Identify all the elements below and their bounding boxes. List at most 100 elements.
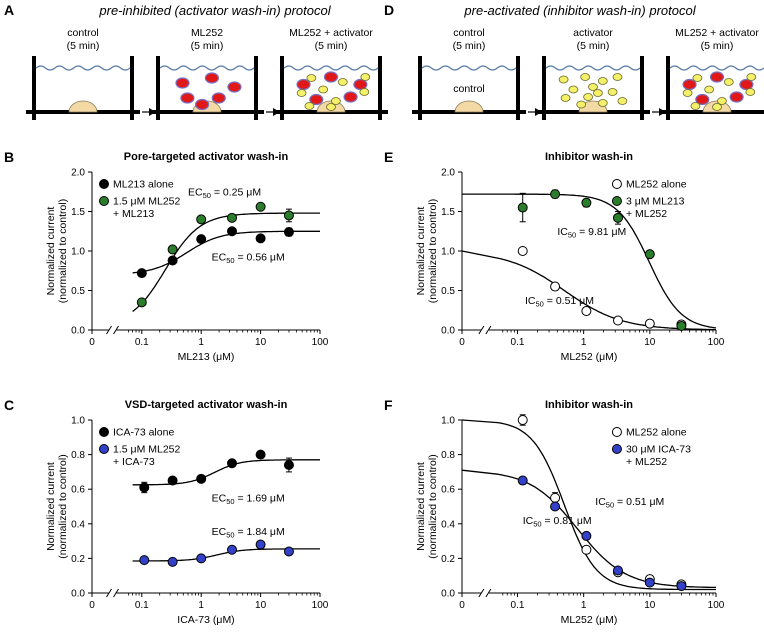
chart-e: E Inhibitor wash-in 0.0 0.5 1.0 1.5 2.0 0 0.1 1 10… — [384, 149, 725, 363]
activator-molecule — [296, 89, 307, 97]
y-axis-label: (normalized to control) — [427, 199, 439, 303]
solution-surface — [545, 65, 641, 71]
data-point — [196, 234, 207, 245]
data-point — [283, 210, 294, 221]
chart-b: B Pore-targeted activator wash-in 0.0 0.5 1.… — [4, 149, 329, 363]
data-point — [139, 482, 150, 493]
x-tick-label: 1 — [198, 337, 204, 348]
y-axis-label: Normalized current — [415, 207, 427, 296]
y-tick-label: 0.2 — [71, 554, 85, 565]
legend-marker — [99, 427, 109, 437]
legend-marker — [611, 444, 622, 454]
fit-curve — [462, 193, 717, 329]
data-point — [167, 244, 178, 255]
axis-break-mark — [478, 325, 485, 335]
x-tick-label: 0.1 — [511, 337, 525, 348]
axis-break-gap — [480, 326, 489, 334]
data-point — [227, 226, 238, 237]
data-point — [676, 581, 687, 592]
y-tick-label: 2.0 — [441, 168, 455, 179]
x-tick-label: 10 — [255, 337, 267, 348]
chart-title: Pore-targeted activator wash-in — [124, 151, 289, 163]
protocol-title-a: pre-inhibited (activator wash-in) protoc… — [98, 3, 331, 18]
ml252-molecule — [175, 77, 190, 89]
data-point — [581, 197, 592, 208]
chart-c: C VSD-targeted activator wash-in 0.0 0.2 0.4… — [4, 397, 329, 626]
y-tick-label: 1.0 — [71, 416, 85, 427]
x-tick-label: 100 — [708, 600, 725, 611]
x-tick-label: 10 — [644, 337, 656, 348]
step-duration: (5 min) — [701, 40, 734, 52]
axis-break-mark — [485, 588, 492, 598]
data-point — [227, 212, 238, 223]
data-point — [612, 212, 623, 223]
activator-molecule — [326, 103, 336, 111]
y-axis-label: Normalized current — [45, 462, 57, 551]
y-tick-label: 0.4 — [441, 519, 455, 530]
ml252-molecule — [309, 93, 324, 106]
inner-label: control — [453, 83, 485, 95]
data-point — [283, 227, 294, 238]
panel-letter: E — [384, 149, 393, 165]
data-point — [517, 202, 528, 213]
ml252-molecule — [682, 78, 697, 91]
activator-molecule — [318, 85, 329, 94]
y-tick-label: 0.0 — [441, 589, 455, 600]
ml252-molecule — [195, 98, 210, 111]
y-tick-label: 0.6 — [441, 485, 455, 496]
y-tick-label: 0.5 — [71, 286, 85, 297]
legend-label: ML252 alone — [626, 179, 687, 191]
ml252-molecule — [353, 78, 368, 91]
step-label: ML252 + activator — [289, 27, 373, 39]
ml252-molecule — [709, 71, 725, 83]
x-axis-label: ML252 (μM) — [561, 614, 618, 626]
data-point — [255, 539, 266, 550]
activator-molecule — [745, 88, 756, 96]
ml252-molecule — [180, 92, 195, 104]
activator-molecule — [568, 85, 579, 94]
y-axis-label: Normalized current — [45, 207, 57, 296]
ec50-annotation: IC50 = 0.81 μM — [523, 515, 592, 529]
data-point — [196, 214, 207, 225]
data-point — [255, 449, 266, 460]
data-point — [644, 577, 655, 588]
y-tick-label: 0.0 — [71, 589, 85, 600]
step-label: control — [67, 27, 99, 39]
solution-surface — [421, 65, 517, 71]
ml252-molecule — [227, 81, 242, 93]
y-tick-label: 0.6 — [71, 485, 85, 496]
x-tick-label: 100 — [312, 600, 329, 611]
data-point — [581, 530, 592, 541]
data-point — [676, 321, 687, 332]
axis-break-mark — [106, 325, 112, 335]
legend-label: ML213 alone — [113, 179, 174, 191]
legend-label: 30 μM ICA-73 — [626, 444, 691, 456]
axis-break-mark — [485, 325, 492, 335]
fit-curve — [461, 250, 716, 331]
y-tick-label: 1.0 — [441, 416, 455, 427]
panel-letter-a: A — [4, 2, 14, 18]
legend-label: + ICA-73 — [113, 456, 155, 468]
step-duration: (5 min) — [453, 40, 486, 52]
ml252-molecule — [739, 78, 754, 91]
axis-break-mark — [106, 588, 112, 598]
chart-title: Inhibitor wash-in — [545, 399, 633, 411]
fit-curve — [132, 230, 320, 274]
data-point — [517, 246, 528, 256]
x-tick-label: 1 — [581, 600, 587, 611]
step-label: control — [453, 27, 485, 39]
activator-molecule — [583, 93, 593, 101]
data-point — [517, 475, 528, 486]
data-point — [196, 473, 207, 484]
activator-molecule — [560, 94, 571, 102]
panel-letter: C — [4, 397, 14, 413]
x-tick-label: 100 — [708, 337, 725, 348]
step-duration: (5 min) — [577, 40, 610, 52]
x-axis-label: ML213 (μM) — [178, 351, 235, 363]
data-point — [550, 501, 561, 512]
fit-curve — [461, 469, 716, 589]
legend-label: ICA-73 alone — [113, 427, 174, 439]
activator-molecule — [337, 78, 348, 86]
